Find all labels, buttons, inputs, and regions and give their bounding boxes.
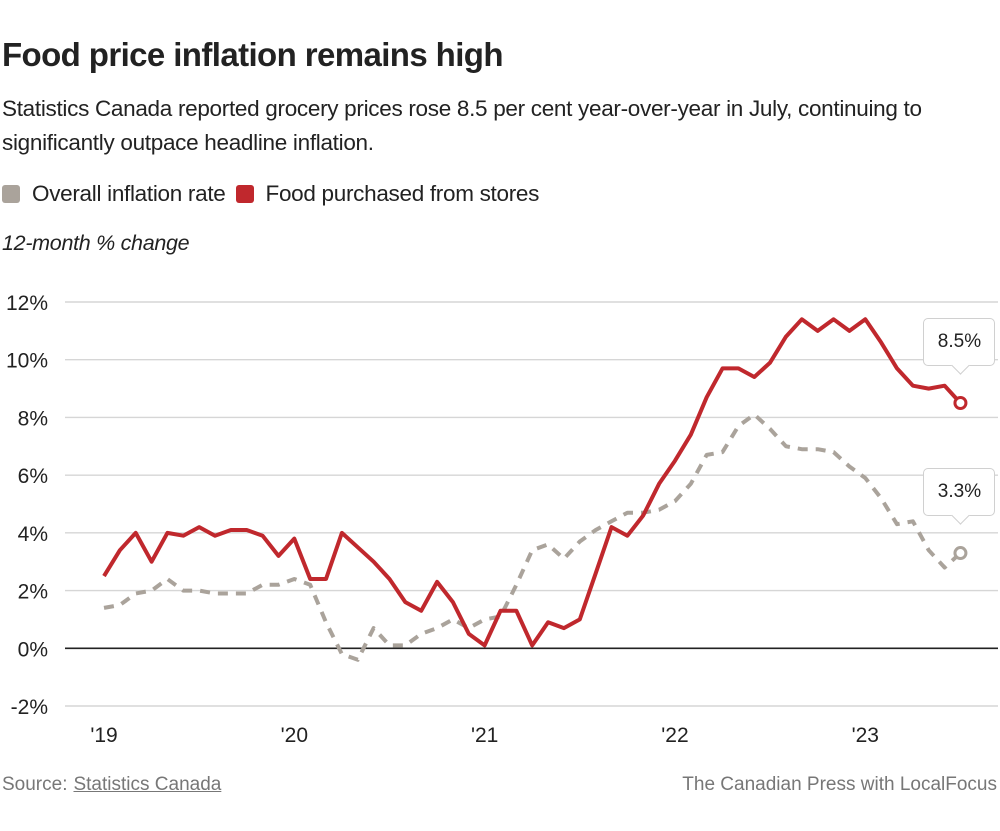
y-tick-label: 12% [6,292,48,315]
x-tick-label: '19 [90,724,117,747]
source-note: Source: Statistics Canada [2,774,221,796]
food-end-value: 8.5% [937,331,982,352]
credit-note: The Canadian Press with LocalFocus [682,774,997,795]
legend: Overall inflation rate Food purchased fr… [2,181,549,207]
source-link[interactable]: Statistics Canada [73,774,222,795]
x-tick-label: '23 [852,724,879,747]
y-tick-label: 8% [18,407,48,430]
legend-label-food: Food purchased from stores [265,181,540,206]
x-tick-label: '22 [661,724,688,747]
overall-end-value-tooltip: 3.3% [923,468,996,517]
overall-inflation-line [103,412,962,662]
y-tick-label: 10% [6,350,48,373]
legend-item-overall[interactable]: Overall inflation rate [2,181,226,207]
y-axis-unit-label: 12-month % change [2,231,190,255]
source-prefix: Source: [2,774,68,795]
x-tick-label: '20 [281,724,308,747]
food-end-marker [953,396,968,410]
y-tick-label: 0% [18,638,48,661]
food-end-value-tooltip: 8.5% [923,318,996,366]
y-tick-label: 6% [18,465,48,488]
overall-end-value: 3.3% [937,481,982,503]
legend-label-overall: Overall inflation rate [32,181,226,206]
gridlines [65,301,998,707]
chart-title: Food price inflation remains high [2,36,504,73]
y-tick-label: -2% [11,696,48,719]
legend-item-food[interactable]: Food purchased from stores [235,181,540,207]
y-tick-label: 4% [18,523,48,546]
y-tick-label: 2% [18,581,48,604]
x-tick-label: '21 [471,724,498,747]
food-stores-line [102,317,962,648]
legend-swatch-food [235,185,254,203]
overall-end-marker [953,546,968,561]
x-axis-ticks: '19 '20 '21 '22 '23 [90,724,879,747]
y-axis-ticks: 12% 10% 8% 6% 4% 2% 0% -2% [6,292,48,719]
chart-subtitle: Statistics Canada reported grocery price… [2,96,922,155]
series-lines [102,317,968,662]
legend-swatch-overall [2,185,20,203]
